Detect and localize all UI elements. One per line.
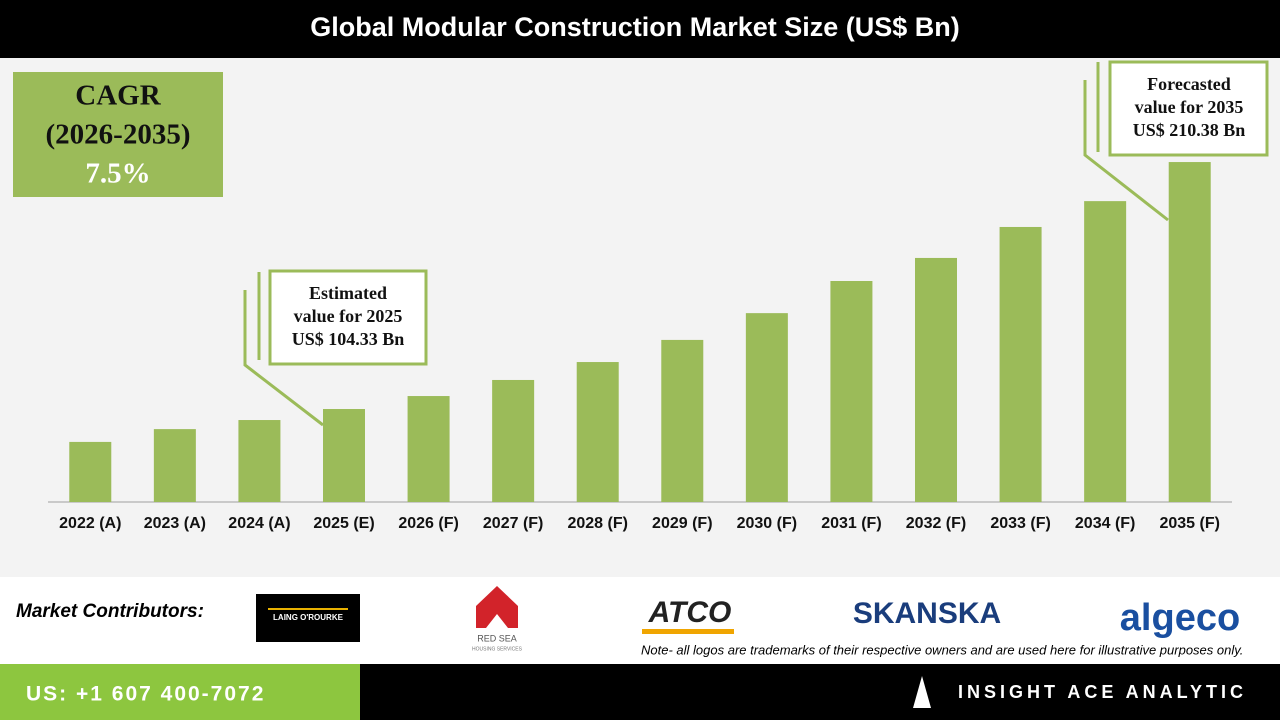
bar (661, 339, 704, 502)
x-tick-label: 2022 (A) (59, 515, 121, 532)
bar (915, 257, 957, 502)
bar (576, 362, 619, 502)
annotation-text: US$ 104.33 Bn (292, 329, 405, 349)
logo-line (642, 629, 734, 634)
annotation-text: value for 2025 (294, 306, 403, 326)
brand-bar (360, 664, 1280, 720)
title-bar (0, 0, 1280, 58)
logo-shape (476, 586, 518, 628)
x-tick-label: 2029 (F) (652, 515, 712, 532)
brand: INSIGHT ACE ANALYTIC (958, 682, 1247, 702)
bar (492, 379, 535, 502)
annotation-text: Estimated (309, 283, 387, 303)
bar (830, 281, 873, 502)
annotation-box (1108, 60, 1269, 157)
note: Note- all logos are trademarks of their … (641, 642, 1243, 657)
annotation-text: value for 2035 (1135, 97, 1244, 117)
bar (999, 226, 1042, 502)
x-tick-label: 2031 (F) (821, 515, 881, 532)
x-tick-label: 2024 (A) (228, 515, 290, 532)
logo-text: RED SEA (477, 633, 517, 643)
bar (153, 429, 196, 502)
bar (1084, 201, 1127, 502)
contributors-label: Market Contributors: (16, 601, 204, 622)
x-tick-label: 2028 (F) (567, 515, 627, 532)
logo-text: algeco (1120, 597, 1240, 639)
logo-text: SKANSKA (853, 597, 1001, 630)
bar (238, 420, 281, 502)
bar (323, 409, 365, 502)
annotation-text: US$ 210.38 Bn (1133, 120, 1246, 140)
cagr-period: (2026-2035) (46, 119, 191, 151)
brand-icon (913, 676, 931, 708)
annotation-text: Forecasted (1147, 74, 1231, 94)
connector (1083, 80, 1169, 222)
logo-text: LAING O'ROURKE (273, 613, 344, 622)
phone-bar (0, 664, 360, 720)
x-tick-label: 2030 (F) (737, 515, 797, 532)
logo-text: ATCO (648, 596, 732, 629)
x-tick-label: 2025 (E) (313, 515, 374, 532)
x-tick-label: 2033 (F) (990, 515, 1050, 532)
cagr-value: 7.5% (85, 158, 150, 190)
x-tick-label: 2023 (A) (144, 515, 206, 532)
bar (745, 313, 788, 502)
cagr-label: CAGR (75, 80, 161, 112)
logo-text: HOUSING SERVICES (472, 646, 523, 652)
bar (407, 396, 450, 502)
logo (256, 594, 360, 642)
connector (243, 290, 324, 427)
phone: US: +1 607 400-7072 (26, 683, 265, 706)
x-tick-label: 2034 (F) (1075, 515, 1135, 532)
cagr-box (13, 72, 223, 197)
x-tick-label: 2032 (F) (906, 515, 966, 532)
title: Global Modular Construction Market Size … (310, 12, 960, 42)
x-tick-label: 2026 (F) (398, 515, 458, 532)
bar (69, 441, 112, 502)
x-tick-label: 2027 (F) (483, 515, 543, 532)
annotation-box (268, 269, 428, 366)
x-tick-label: 2035 (F) (1159, 515, 1219, 532)
bar (1168, 162, 1211, 502)
contributors-strip (0, 577, 1280, 664)
